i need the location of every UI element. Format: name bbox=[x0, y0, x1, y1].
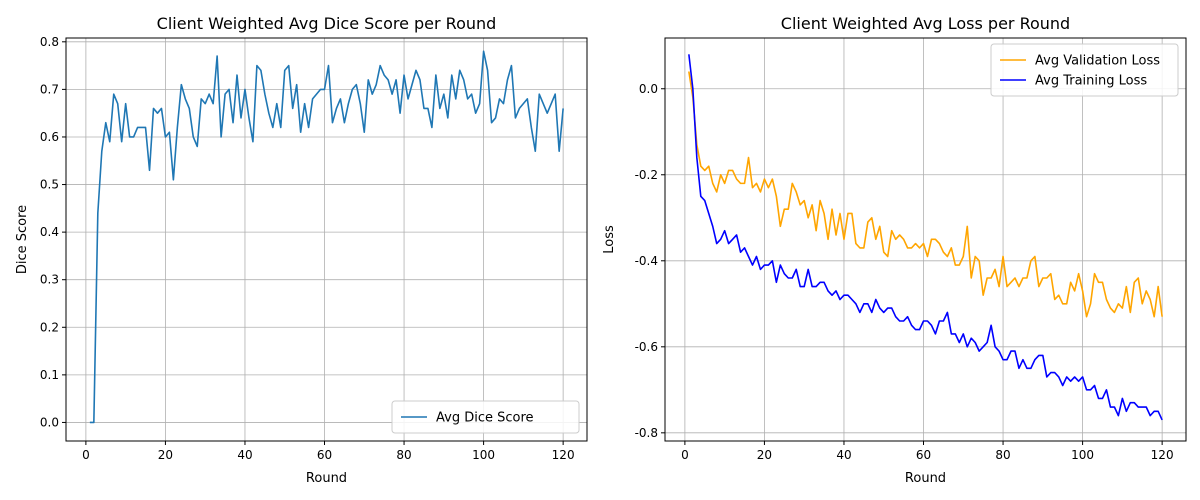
y-tick-label: 0.3 bbox=[40, 273, 59, 287]
y-tick-label: -0.2 bbox=[635, 168, 658, 182]
x-tick-label: 120 bbox=[1151, 448, 1174, 462]
x-tick-label: 60 bbox=[317, 448, 332, 462]
legend-box bbox=[990, 43, 1179, 97]
grid bbox=[66, 38, 587, 441]
plot-area bbox=[66, 38, 587, 441]
legend-label: Avg Training Loss bbox=[1035, 74, 1147, 89]
chart-title: Client Weighted Avg Loss per Round bbox=[781, 14, 1070, 33]
y-tick-label: 0.5 bbox=[40, 178, 59, 192]
grid bbox=[665, 38, 1186, 441]
x-tick-label: 100 bbox=[472, 448, 495, 462]
axes-frame bbox=[65, 37, 588, 442]
y-tick-label: 0.4 bbox=[40, 225, 59, 239]
series-line-1 bbox=[688, 54, 1163, 421]
y-tick-label: -0.8 bbox=[635, 426, 658, 440]
series-lines bbox=[89, 50, 564, 424]
x-tick-label: 20 bbox=[757, 448, 772, 462]
y-tick-label: 0.7 bbox=[40, 82, 59, 96]
y-tick-label: 0.2 bbox=[40, 320, 59, 334]
y-tick-label: 0.0 bbox=[40, 415, 59, 429]
x-tick-label: 40 bbox=[836, 448, 851, 462]
x-tick-label: 100 bbox=[1071, 448, 1094, 462]
y-tick-label: -0.4 bbox=[635, 254, 658, 268]
legend-label: Avg Dice Score bbox=[436, 411, 534, 426]
chart-title: Client Weighted Avg Dice Score per Round bbox=[157, 14, 497, 33]
y-axis-label: Loss bbox=[602, 225, 617, 254]
y-tick-label: 0.0 bbox=[639, 82, 658, 96]
x-tick-label: 120 bbox=[552, 448, 575, 462]
dice-score-chart: 0 20 40 60 80 100 120 0.0 0.1 0.2 0.3 0.4 0.5 0.6 0.7 0… bbox=[15, 14, 588, 486]
legend-label: Avg Validation Loss bbox=[1035, 54, 1160, 69]
x-axis-label: Round bbox=[905, 471, 946, 486]
y-axis-label: Dice Score bbox=[15, 205, 30, 274]
x-tick-label: 20 bbox=[158, 448, 173, 462]
loss-chart: 0 20 40 60 80 100 120 -0.8 -0.6 -0.4 -0.2 0.0 Clien… bbox=[602, 14, 1187, 486]
tick-labels: 0 20 40 60 80 100 120 -0.8 -0.6 -0.4 -0.2 0.0 bbox=[635, 82, 1174, 462]
tick-labels: 0 20 40 60 80 100 120 0.0 0.1 0.2 0.3 0.4 0.5 0.6 0.7 0… bbox=[40, 35, 575, 462]
x-axis-label: Round bbox=[306, 471, 347, 486]
x-tick-label: 80 bbox=[396, 448, 411, 462]
x-tick-label: 40 bbox=[237, 448, 252, 462]
y-tick-label: -0.6 bbox=[635, 340, 658, 354]
series-line-0 bbox=[89, 50, 564, 424]
axes-frame bbox=[664, 37, 1187, 442]
legend: Avg Validation Loss Avg Training Loss bbox=[990, 43, 1179, 97]
y-tick-label: 0.6 bbox=[40, 130, 59, 144]
legend: Avg Dice Score bbox=[391, 400, 580, 434]
y-tick-label: 0.8 bbox=[40, 35, 59, 49]
y-tick-label: 0.1 bbox=[40, 368, 59, 382]
series-line-0 bbox=[688, 71, 1163, 318]
x-tick-label: 0 bbox=[82, 448, 90, 462]
legend-box bbox=[391, 400, 580, 434]
x-tick-label: 0 bbox=[681, 448, 689, 462]
plot-area bbox=[665, 38, 1186, 441]
x-tick-label: 80 bbox=[995, 448, 1010, 462]
series-lines bbox=[688, 54, 1163, 421]
x-tick-label: 60 bbox=[916, 448, 931, 462]
